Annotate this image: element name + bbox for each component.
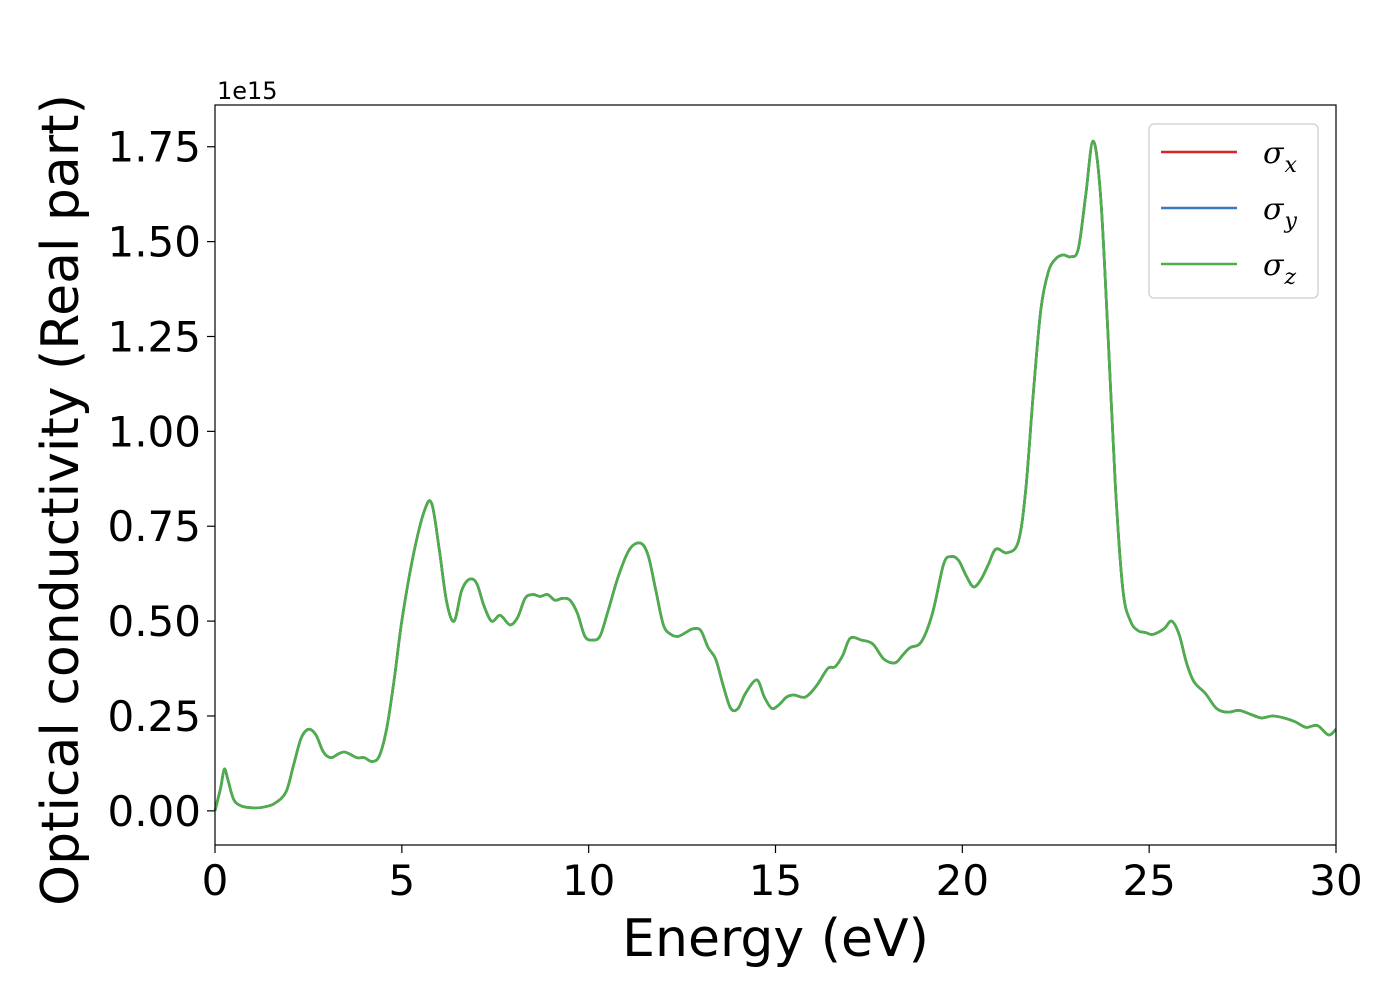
legend-box [1148,123,1319,299]
x-tick-label: 10 [562,856,615,905]
y-tick-label: 1.00 [107,407,201,456]
series-line-z [213,139,1337,812]
x-tick-label: 20 [936,856,989,905]
legend-label-x: σx [1263,136,1297,178]
y-tick-label: 0.50 [107,597,201,646]
y-tick-label: 1.75 [107,123,201,172]
legend-label-y: σy [1263,192,1297,234]
legend: σx σy σz [1148,123,1319,299]
x-tick-label: 15 [749,856,802,905]
y-tick-label: 0.25 [107,692,201,741]
y-tick-label: 1.50 [107,218,201,267]
y-axis-ticks: 0.00 0.25 0.50 0.75 1.00 1.25 1.50 1.75 [107,123,215,836]
y-tick-label: 1.25 [107,312,201,361]
x-tick-label: 25 [1122,856,1175,905]
series-layer [213,139,1337,812]
x-tick-label: 30 [1309,856,1362,905]
y-tick-label: 0.00 [107,787,201,836]
legend-label-z: σz [1263,248,1296,290]
x-tick-label: 0 [202,856,229,905]
y-axis-title: Optical conductivity (Real part) [31,94,91,906]
x-axis-title: Energy (eV) [622,909,929,969]
y-tick-label: 0.75 [107,502,201,551]
plot-frame [214,104,1337,846]
x-axis-ticks: 0 5 10 15 20 25 30 [202,845,1363,905]
x-tick-label: 5 [388,856,415,905]
y-offset-label: 1e15 [217,77,278,105]
